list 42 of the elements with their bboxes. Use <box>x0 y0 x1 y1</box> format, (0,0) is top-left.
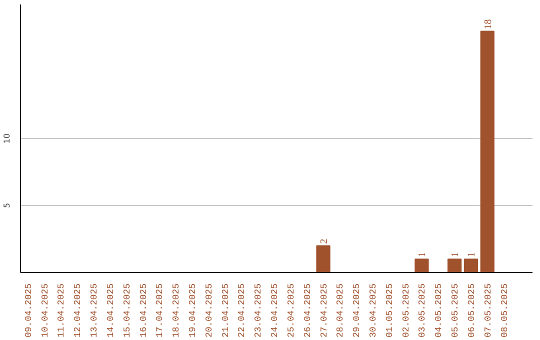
x-tick-label: 07.05.2025 <box>483 283 494 338</box>
bar <box>414 258 429 272</box>
x-tick-label: 28.04.2025 <box>336 283 346 338</box>
data-label: 1 <box>466 252 478 258</box>
x-tick-label: 24.04.2025 <box>270 283 280 338</box>
bar <box>464 258 478 272</box>
bar <box>480 30 494 272</box>
x-tick-label: 14.04.2025 <box>106 283 116 338</box>
x-tick-label: 23.04.2025 <box>254 283 264 338</box>
x-tick-label: 21.04.2025 <box>220 283 231 338</box>
y-tick-label: 10 <box>2 133 12 144</box>
data-label: 1 <box>417 252 428 258</box>
x-tick-label: 20.04.2025 <box>204 283 214 338</box>
x-tick-label: 10.04.2025 <box>40 283 50 338</box>
x-tick-label: 11.04.2025 <box>56 283 67 338</box>
x-tick-label: 18.04.2025 <box>172 283 182 338</box>
x-tick-label: 17.04.2025 <box>155 283 166 338</box>
x-tick-label: 16.04.2025 <box>138 283 149 338</box>
data-label: 18 <box>482 19 494 30</box>
bar <box>316 245 330 272</box>
x-tick-label: 25.04.2025 <box>286 283 296 338</box>
data-label: 1 <box>450 252 462 258</box>
y-tick-label: 5 <box>2 202 12 208</box>
bar <box>447 258 462 272</box>
x-tick-label: 19.04.2025 <box>188 283 198 338</box>
x-tick-label: 06.05.2025 <box>466 283 477 338</box>
x-tick-label: 15.04.2025 <box>122 283 132 338</box>
x-tick-label: 22.04.2025 <box>237 283 248 338</box>
x-tick-label: 30.04.2025 <box>368 283 378 338</box>
x-tick-label: 01.05.2025 <box>384 283 395 338</box>
x-tick-label: 08.05.2025 <box>500 283 510 338</box>
x-tick-label: 12.04.2025 <box>73 283 84 338</box>
x-tick-label: 13.04.2025 <box>90 283 100 338</box>
x-tick-label: 09.04.2025 <box>24 283 34 338</box>
data-label: 2 <box>318 238 330 244</box>
x-tick-label: 29.04.2025 <box>352 283 362 338</box>
x-tick-label: 26.04.2025 <box>302 283 313 338</box>
x-tick-label: 03.05.2025 <box>418 283 428 338</box>
x-tick-label: 02.05.2025 <box>401 283 412 338</box>
x-tick-label: 04.05.2025 <box>434 283 444 338</box>
x-tick-label: 05.05.2025 <box>450 283 461 338</box>
x-tick-label: 27.04.2025 <box>319 283 330 338</box>
